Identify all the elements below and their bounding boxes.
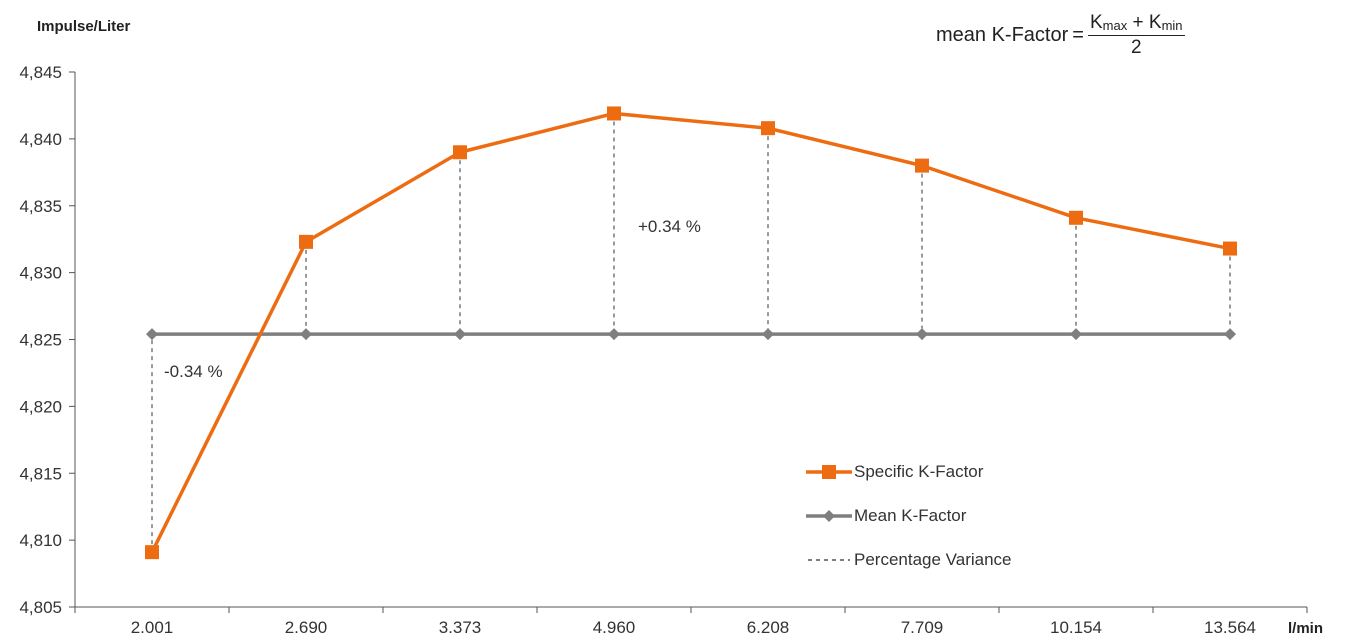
mean-k-factor-point bbox=[454, 328, 466, 341]
mean-k-factor-point bbox=[300, 328, 312, 341]
y-tick-label: 4,830 bbox=[19, 264, 62, 283]
formula-numerator: Kmax + Kmin bbox=[1087, 12, 1185, 36]
specific-k-factor-point bbox=[453, 145, 467, 160]
formula-k-max-sub: max bbox=[1102, 18, 1128, 33]
y-tick-label: 4,805 bbox=[19, 598, 62, 617]
formula-k-max: K bbox=[1089, 12, 1103, 33]
y-tick-label: 4,835 bbox=[19, 197, 62, 216]
legend-item-mean: Mean K-Factor bbox=[806, 494, 1012, 538]
mean-k-factor-point bbox=[762, 328, 774, 341]
formula-lhs: mean K-Factor bbox=[936, 24, 1069, 46]
annotation-plus-variance: +0.34 % bbox=[638, 217, 701, 236]
specific-k-factor-point bbox=[1223, 241, 1237, 256]
x-tick-label: 3.373 bbox=[439, 618, 482, 637]
mean-k-factor-point bbox=[146, 328, 158, 341]
legend-variance-swatch bbox=[808, 559, 850, 561]
specific-k-factor-point bbox=[1069, 210, 1083, 225]
legend-specific-swatch bbox=[806, 465, 852, 479]
x-tick-label: 7.709 bbox=[901, 618, 944, 637]
x-tick-label: 6.208 bbox=[747, 618, 790, 637]
formula-k-min: K bbox=[1148, 12, 1162, 33]
mean-k-factor-point bbox=[1224, 328, 1236, 341]
x-tick-label: 10.154 bbox=[1050, 618, 1102, 637]
formula-fraction: Kmax + Kmin 2 bbox=[1087, 12, 1185, 59]
x-tick-label: 13.564 bbox=[1204, 618, 1256, 637]
mean-k-factor-point bbox=[916, 328, 928, 341]
legend-variance-label: Percentage Variance bbox=[854, 550, 1012, 569]
y-tick-label: 4,810 bbox=[19, 531, 62, 550]
x-axis-label: l/min bbox=[1288, 620, 1324, 637]
mean-k-factor-formula: mean K-Factor = Kmax + Kmin 2 bbox=[936, 12, 1185, 59]
x-tick-label: 2.001 bbox=[131, 618, 174, 637]
legend-specific-label: Specific K-Factor bbox=[854, 462, 984, 481]
y-tick-label: 4,840 bbox=[19, 130, 62, 149]
specific-k-factor-point bbox=[145, 545, 159, 560]
formula-equals: = bbox=[1072, 24, 1084, 46]
x-tick-label: 2.690 bbox=[285, 618, 328, 637]
y-tick-label: 4,820 bbox=[19, 397, 62, 416]
specific-k-factor-line bbox=[150, 111, 1231, 553]
legend: Specific K-Factor Mean K-Factor Percenta… bbox=[806, 450, 1012, 582]
y-axis-label: Impulse/Liter bbox=[37, 18, 131, 35]
mean-k-factor-point bbox=[1070, 328, 1082, 341]
specific-k-factor-point bbox=[761, 121, 775, 136]
legend-item-specific: Specific K-Factor bbox=[806, 450, 1012, 494]
formula-plus: + bbox=[1132, 12, 1144, 33]
legend-mean-label: Mean K-Factor bbox=[854, 506, 967, 525]
formula-denominator: 2 bbox=[1130, 37, 1142, 58]
x-tick-label: 4.960 bbox=[593, 618, 636, 637]
specific-k-factor-point bbox=[915, 158, 929, 173]
y-tick-label: 4,825 bbox=[19, 331, 62, 350]
specific-k-factor-point bbox=[607, 106, 621, 121]
y-tick-label: 4,845 bbox=[19, 63, 62, 82]
legend-item-variance: Percentage Variance bbox=[806, 538, 1012, 582]
y-tick-label: 4,815 bbox=[19, 464, 62, 483]
legend-mean-swatch bbox=[806, 510, 852, 522]
annotation-minus-variance: -0.34 % bbox=[164, 362, 223, 381]
mean-k-factor-point bbox=[608, 328, 620, 341]
formula-k-min-sub: min bbox=[1161, 18, 1183, 33]
specific-k-factor-point bbox=[299, 234, 313, 249]
